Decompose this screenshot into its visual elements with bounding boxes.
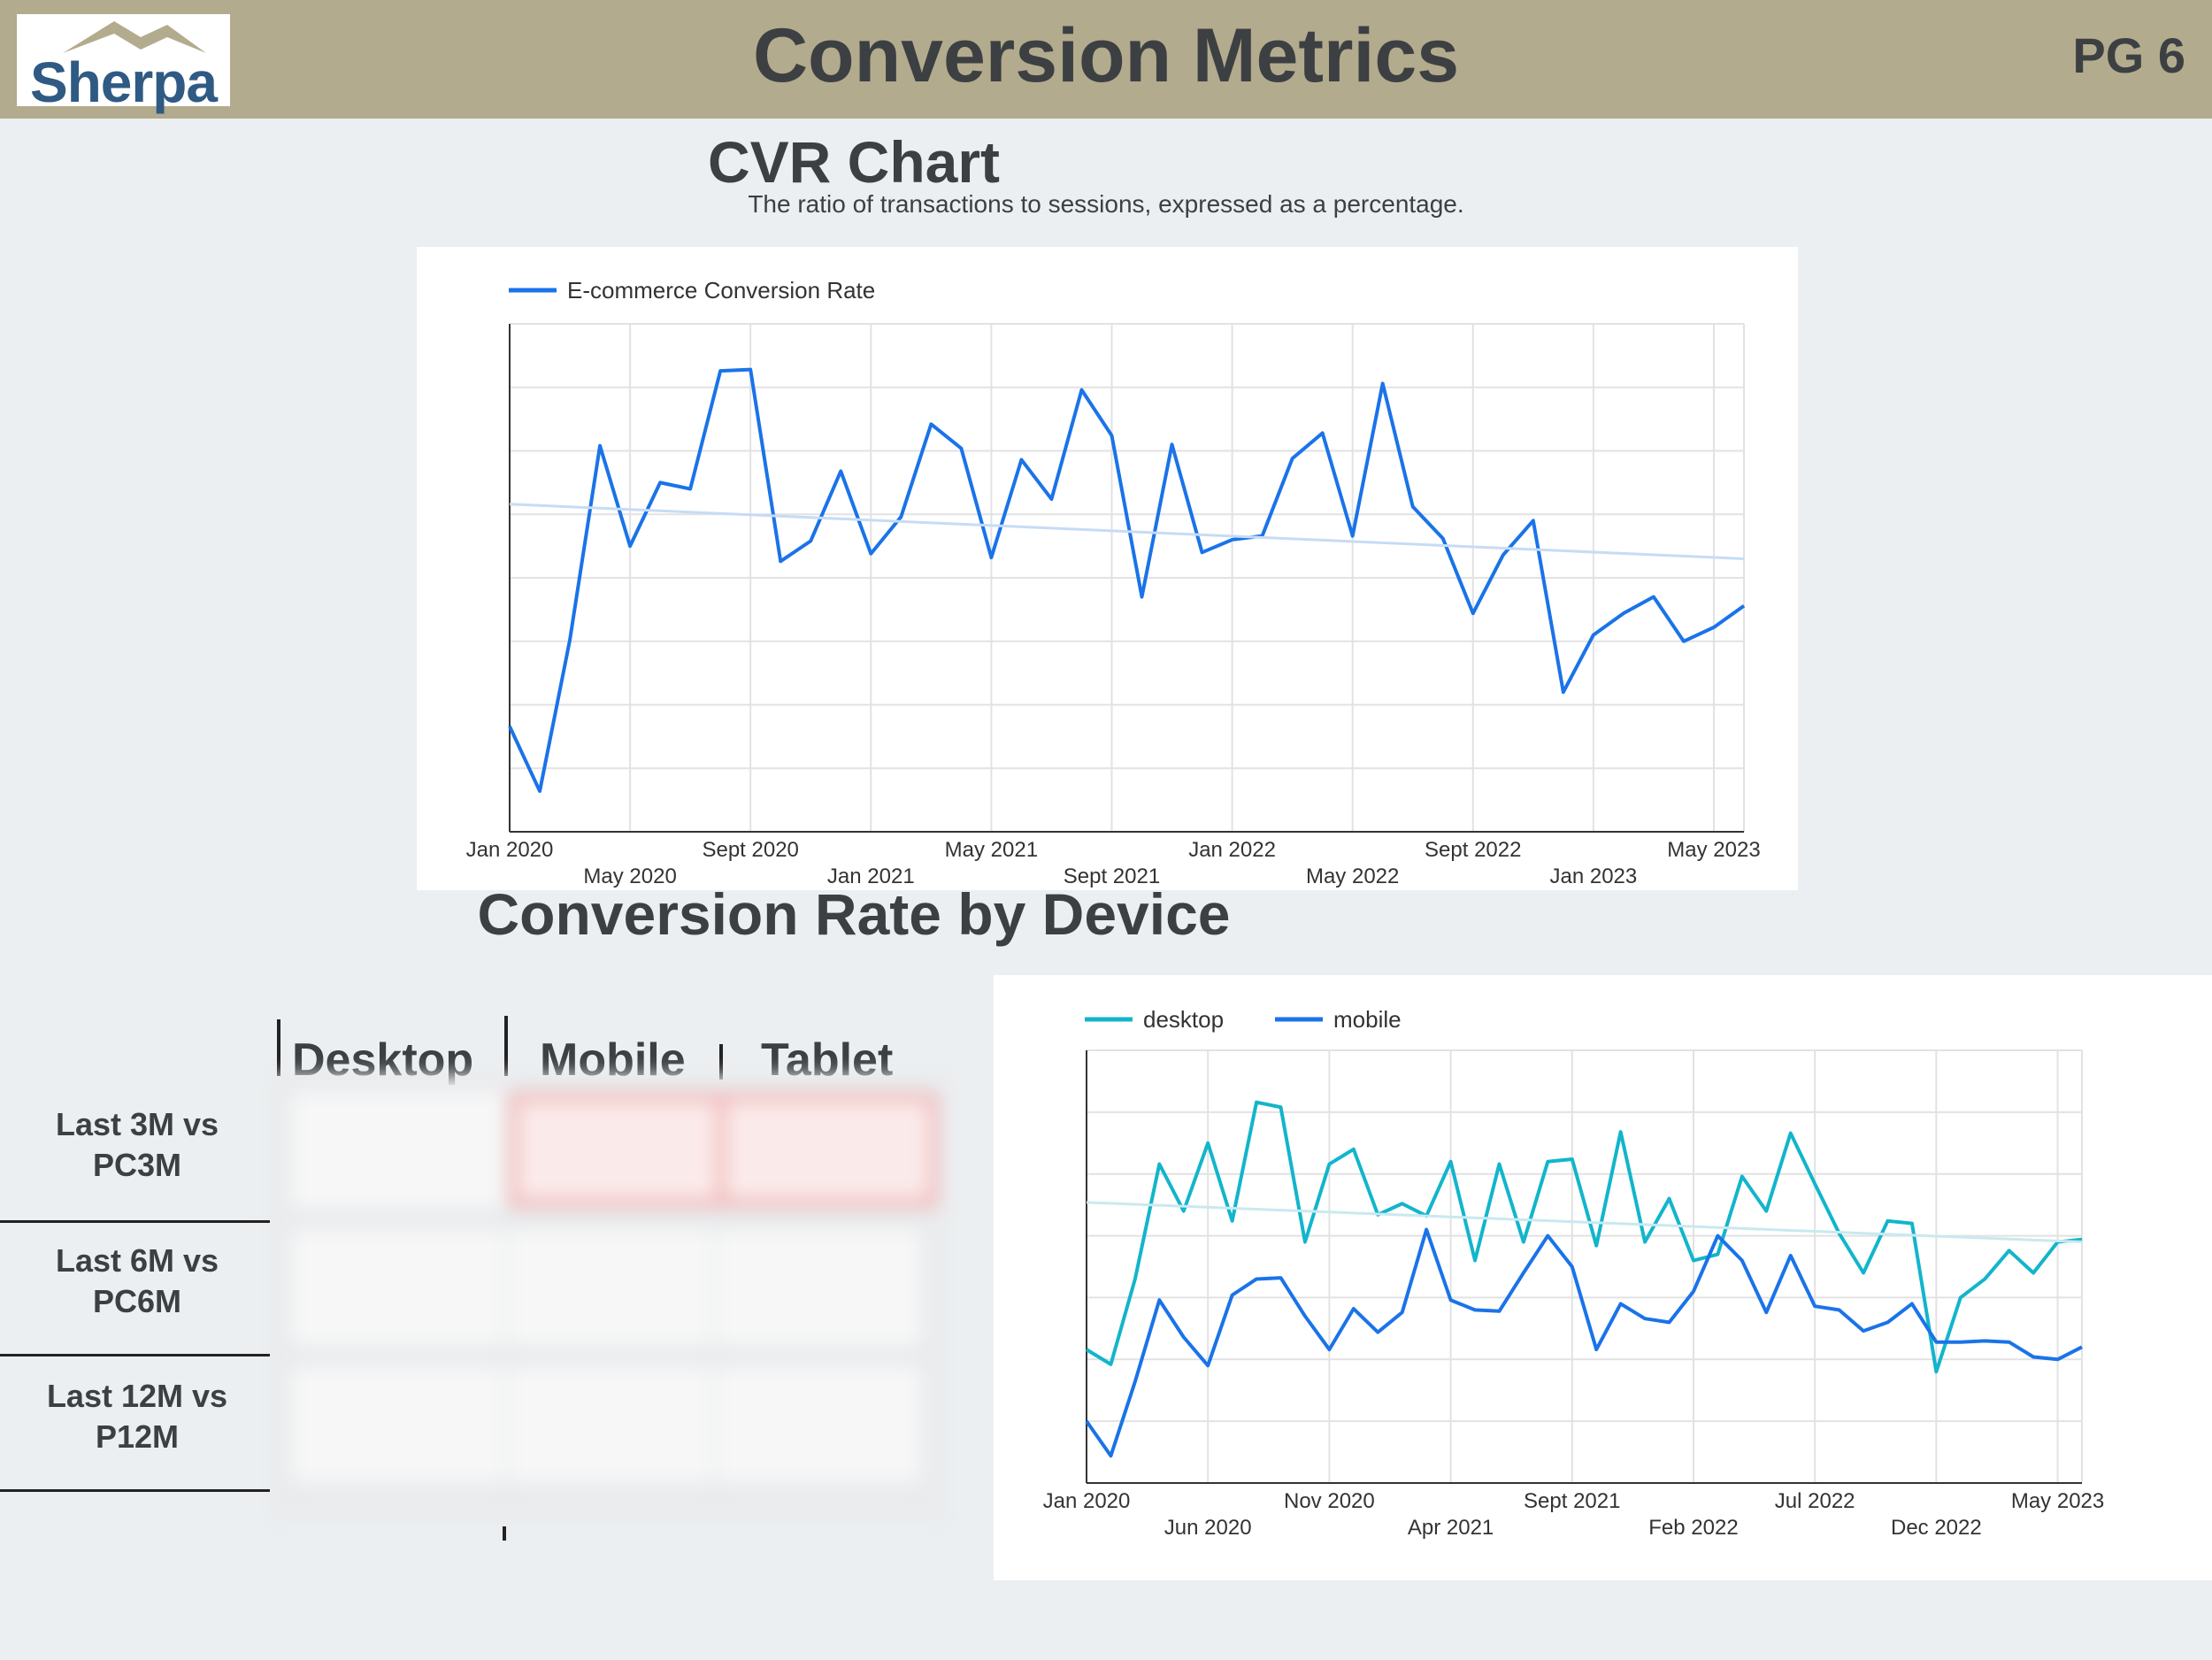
- device-section-title: Conversion Rate by Device: [477, 881, 1231, 947]
- header-bar: Sherpa Conversion Metrics PG 6: [0, 0, 2212, 119]
- row-label-line: P12M: [95, 1418, 180, 1455]
- trend-line: [509, 503, 1745, 560]
- row-label-line: PC3M: [92, 1147, 182, 1183]
- row-divider: [0, 1489, 270, 1492]
- series-line-mobile: [1085, 1227, 2083, 1458]
- row-label-line: Last 6M vs: [55, 1242, 219, 1279]
- x-tick-label: Dec 2022: [1891, 1516, 1982, 1540]
- row-label-12m: Last 12M vs P12M: [0, 1376, 274, 1457]
- x-tick-label: May 2023: [1667, 838, 1760, 862]
- table-cell: [717, 1230, 920, 1345]
- x-tick-label: May 2020: [583, 865, 676, 888]
- table-cell: [292, 1367, 504, 1482]
- series-line-desktop: [1085, 1100, 2083, 1374]
- row-divider: [0, 1354, 270, 1356]
- col-divider: [504, 1016, 508, 1076]
- x-tick-label: Jan 2020: [1043, 1489, 1131, 1513]
- col-divider: [719, 1044, 723, 1080]
- x-tick-label: Nov 2020: [1284, 1489, 1375, 1513]
- cvr-line-chart: Jan 2020 May 2020 Sept 2020 Jan 2021 May 202…: [466, 277, 1761, 888]
- device-chart-panel: Jan 2020 Jun 2020 Nov 2020 Apr 2021 Sept 202…: [994, 975, 2212, 1580]
- x-tick-label: Sept 2021: [1064, 865, 1160, 888]
- x-tick-label: Sept 2020: [702, 838, 798, 862]
- row-divider: [0, 1220, 270, 1223]
- row-label-line: Last 3M vs: [55, 1106, 219, 1142]
- table-cell: [292, 1093, 504, 1208]
- logo-text: Sherpa: [30, 50, 218, 114]
- row-label-line: PC6M: [92, 1283, 182, 1319]
- x-tick-label: May 2021: [945, 838, 1038, 862]
- sherpa-logo: Sherpa: [17, 14, 230, 114]
- x-tick-label: Jan 2021: [827, 865, 915, 888]
- x-tick-label: Jan 2023: [1549, 865, 1637, 888]
- x-tick-label: Sept 2021: [1524, 1489, 1620, 1513]
- x-tick-label: Apr 2021: [1408, 1516, 1494, 1540]
- blurred-values-area: [270, 1075, 947, 1522]
- table-cell: [509, 1367, 712, 1482]
- table-cell: [292, 1230, 504, 1345]
- table-cell: [717, 1093, 938, 1208]
- x-tick-label: May 2022: [1306, 865, 1399, 888]
- page-title: Conversion Metrics: [752, 13, 1460, 98]
- trend-line: [1086, 1201, 2083, 1244]
- page-number: PG 6: [2072, 27, 2185, 83]
- cvr-chart-panel: Jan 2020 May 2020 Sept 2020 Jan 2021 May 202…: [417, 247, 1798, 890]
- legend-label: E-commerce Conversion Rate: [567, 277, 875, 304]
- series-line-e-commerce-conversion-rate: [508, 367, 1746, 794]
- x-tick-label: May 2023: [2011, 1489, 2104, 1513]
- x-tick-label: Sept 2022: [1425, 838, 1521, 862]
- row-label-line: Last 12M vs: [46, 1378, 228, 1414]
- table-cell: [509, 1093, 730, 1208]
- x-tick-label: Jan 2022: [1188, 838, 1276, 862]
- table-cell: [717, 1367, 920, 1482]
- row-label-3m: Last 3M vs PC3M: [0, 1104, 274, 1186]
- col-divider: [503, 1526, 506, 1541]
- cvr-chart-title: CVR Chart: [707, 129, 1001, 195]
- mountain-logo-icon: [63, 21, 206, 53]
- x-tick-label: Jun 2020: [1164, 1516, 1252, 1540]
- device-line-chart: Jan 2020 Jun 2020 Nov 2020 Apr 2021 Sept 202…: [1043, 1006, 2105, 1540]
- cvr-chart-subtitle: The ratio of transactions to sessions, e…: [748, 190, 1464, 218]
- legend-label: desktop: [1143, 1006, 1224, 1033]
- row-label-6m: Last 6M vs PC6M: [0, 1241, 274, 1322]
- x-tick-label: Jan 2020: [466, 838, 554, 862]
- legend-label: mobile: [1333, 1006, 1402, 1033]
- x-tick-label: Jul 2022: [1775, 1489, 1855, 1513]
- x-tick-label: Feb 2022: [1648, 1516, 1738, 1540]
- table-cell: [509, 1230, 712, 1345]
- col-divider: [277, 1019, 280, 1076]
